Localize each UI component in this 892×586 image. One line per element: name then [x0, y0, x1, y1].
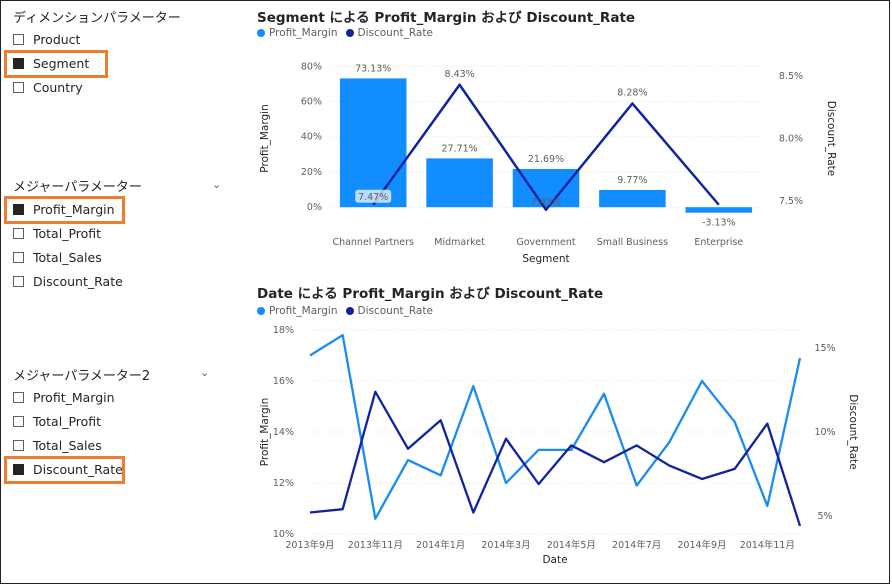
legend-label: Profit_Margin — [269, 305, 338, 317]
slicer-option-discount-rate[interactable]: Discount_Rate — [13, 271, 123, 291]
legend-dot-icon — [345, 29, 354, 37]
option-label: Profit_Margin — [33, 389, 115, 405]
checkbox-icon[interactable] — [13, 251, 24, 263]
legend-dot-icon — [345, 307, 354, 315]
checkbox-icon[interactable] — [13, 33, 24, 45]
option-label: Country — [33, 79, 83, 95]
slicer-option-total-sales[interactable]: Total_Sales — [13, 247, 102, 267]
option-label: Total_Profit — [33, 225, 102, 241]
slicer-option-discount-rate[interactable]: Discount_Rate — [13, 459, 123, 479]
slicer-option-total-profit[interactable]: Total_Profit — [13, 223, 101, 243]
segment-chart-title: Segment による Profit_Margin および Discount_R… — [257, 10, 636, 26]
checkbox-icon[interactable] — [13, 227, 24, 239]
option-label: Total_Profit — [33, 413, 102, 429]
chevron-down-icon[interactable]: ⌄ — [200, 366, 210, 379]
option-label: Profit_Margin — [33, 201, 115, 217]
option-label: Discount_Rate — [33, 461, 123, 477]
slicer-option-total-sales[interactable]: Total_Sales — [13, 435, 102, 455]
option-label: Total_Sales — [33, 249, 102, 265]
checkbox-icon[interactable] — [13, 275, 24, 287]
legend-item-profit-margin[interactable]: Profit_Margin — [257, 27, 338, 39]
legend-label: Discount_Rate — [357, 305, 433, 317]
checkbox-icon[interactable] — [13, 81, 24, 93]
slicer-option-total-profit[interactable]: Total_Profit — [13, 411, 101, 431]
slicer-option-segment[interactable]: Segment — [13, 53, 89, 73]
legend-item-discount-rate[interactable]: Discount_Rate — [345, 305, 433, 317]
legend-dot-icon — [257, 307, 265, 315]
checkbox-checked-icon[interactable] — [13, 57, 24, 69]
option-label: Segment — [33, 55, 90, 71]
slicer-option-product[interactable]: Product — [13, 29, 80, 49]
legend-label: Profit_Margin — [269, 27, 338, 39]
legend-label: Discount_Rate — [357, 27, 433, 39]
option-label: Total_Sales — [33, 437, 102, 453]
dimension-slicer-title: ディメンションパラメーター — [13, 11, 181, 26]
measure-slicer-title: メジャーパラメーター — [13, 180, 142, 195]
segment-chart-legend: Profit_Margin Discount_Rate — [257, 27, 441, 39]
checkbox-checked-icon[interactable] — [13, 463, 24, 475]
measure2-slicer-title: メジャーパラメーター2 — [13, 369, 151, 384]
date-chart-title: Date による Profit_Margin および Discount_Rate — [257, 286, 604, 302]
checkbox-icon[interactable] — [13, 439, 24, 451]
slicer-option-profit-margin[interactable]: Profit_Margin — [13, 387, 115, 407]
legend-item-discount-rate[interactable]: Discount_Rate — [345, 27, 433, 39]
checkbox-icon[interactable] — [13, 415, 24, 427]
option-label: Product — [33, 31, 81, 47]
date-chart-legend: Profit_Margin Discount_Rate — [257, 305, 441, 317]
legend-item-profit-margin[interactable]: Profit_Margin — [257, 305, 338, 317]
slicer-option-profit-margin[interactable]: Profit_Margin — [13, 199, 115, 219]
slicer-option-country[interactable]: Country — [13, 77, 83, 97]
option-label: Discount_Rate — [33, 273, 123, 289]
checkbox-icon[interactable] — [13, 391, 24, 403]
legend-dot-icon — [257, 29, 265, 37]
checkbox-checked-icon[interactable] — [13, 203, 24, 215]
chevron-down-icon[interactable]: ⌄ — [212, 178, 222, 191]
